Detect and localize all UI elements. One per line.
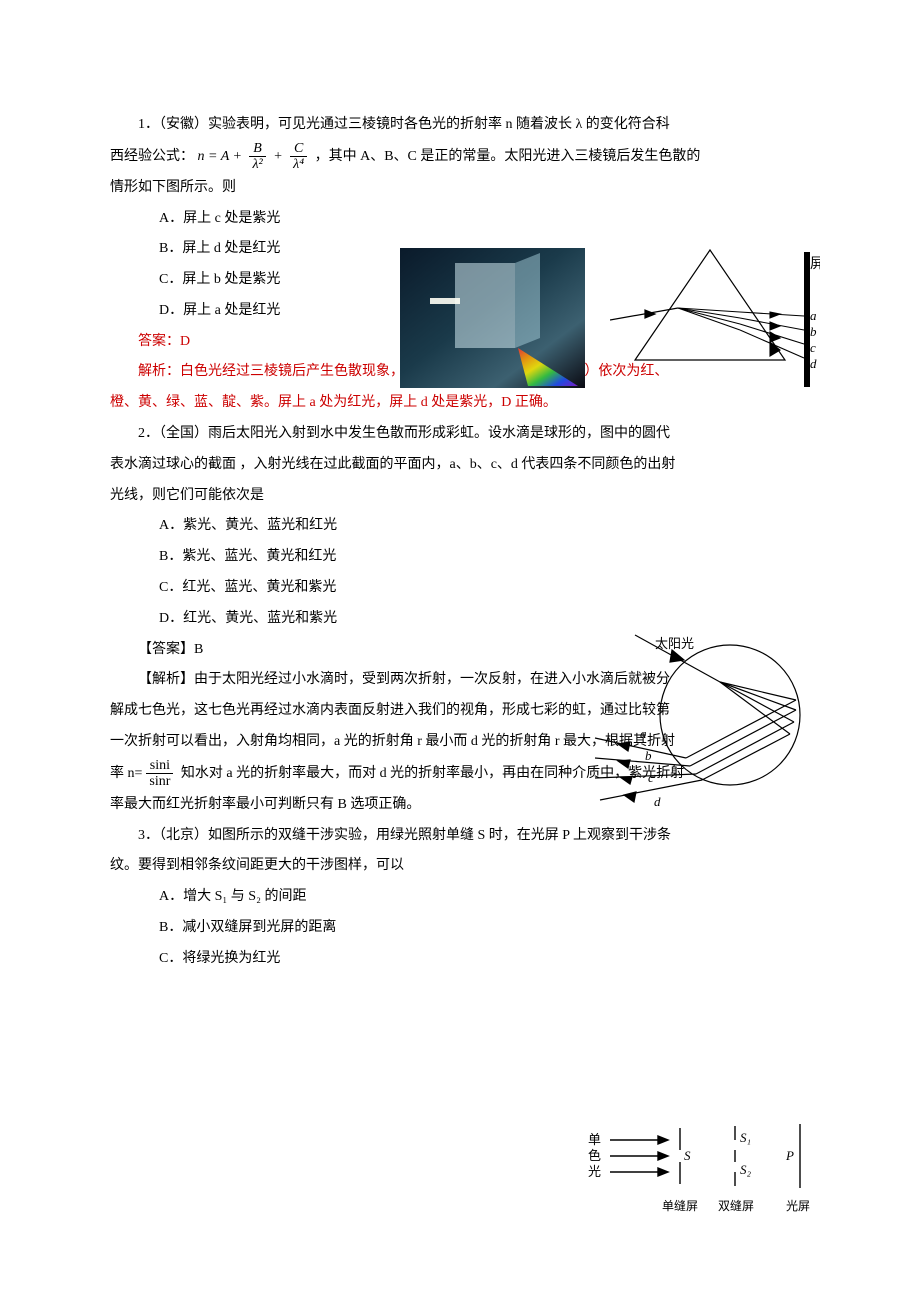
drop-label-b: b [645, 748, 652, 763]
slit-cap1: 单缝屏 [662, 1198, 698, 1213]
prism-label-d: d [810, 356, 817, 371]
q3-intro-b: 纹。要得到相邻条纹间距更大的干涉图样，可以 [110, 851, 810, 882]
q2-frac-den: sinr [146, 773, 173, 789]
slit-P: P [785, 1148, 794, 1163]
q3-optC: C．将绿光换为红光 [110, 944, 810, 975]
slit-S2: S₂ [740, 1162, 752, 1177]
slit-l2: 色 [588, 1148, 601, 1163]
prism-label-c: c [810, 340, 816, 355]
q2-frac-num: sini [146, 758, 173, 773]
q1-frac2-den: λ⁴ [290, 156, 307, 172]
slit-l3: 光 [588, 1164, 601, 1179]
slit-S: S [684, 1148, 691, 1163]
prism-label-b: b [810, 324, 817, 339]
q1-intro-b: 西经验公式： [110, 149, 194, 164]
q2-rate-prefix: 率 n= [110, 766, 142, 781]
q3-intro-a: 3．（北京）如图所示的双缝干涉实验，用绿光照射单缝 S 时，在光屏 P 上观察到… [110, 821, 810, 852]
q1-frac1-num: B [249, 141, 265, 156]
q3-optA: A．增大 S₁ 与 S₂ 的间距 [110, 882, 810, 913]
prism-label-a: a [810, 308, 817, 323]
q2-intro-a: 2．（全国）雨后太阳光入射到水中发生色散而形成彩虹。设水滴是球形的，图中的圆代 [110, 419, 810, 450]
q2-intro-b: 表水滴过球心的截面 ，入射光线在过此截面的平面内，a、b、c、d 代表四条不同颜… [110, 450, 810, 481]
slit-S1: S₁ [740, 1130, 751, 1145]
q1-line1: 1．（安徽）实验表明，可见光通过三棱镜时各色光的折射率 n 随着波长 λ 的变化… [110, 110, 810, 141]
prism-diagram: 屏 a b c [610, 240, 820, 400]
q2-optA: A．紫光、黄光、蓝光和红光 [110, 511, 810, 542]
double-slit-diagram: 单 色 光 S S₁ S₂ P 单缝屏 双缝屏 光屏 [580, 1118, 815, 1228]
q2-intro-c: 光线，则它们可能依次是 [110, 481, 810, 512]
slit-cap2: 双缝屏 [718, 1198, 754, 1213]
prism-screen-label: 屏 [810, 257, 820, 272]
q1-frac2-num: C [290, 141, 307, 156]
q1-formula-prefix: n = A + [198, 149, 246, 164]
q2-optC: C．红光、蓝光、黄光和紫光 [110, 573, 810, 604]
q1-intro-d: 情形如下图所示。则 [110, 173, 810, 204]
q2-frac: sinisinr [146, 758, 173, 790]
slit-cap3: 光屏 [786, 1199, 810, 1213]
q1-frac1: Bλ² [249, 141, 265, 173]
q1-formula-line: 西经验公式： n = A + Bλ² + Cλ⁴ ，其中 A、B、C 是正的常量… [110, 141, 810, 173]
drop-label-c: c [648, 770, 654, 785]
q1-intro-c: ，其中 A、B、C 是正的常量。太阳光进入三棱镜后发生色散的 [315, 149, 701, 164]
q1-frac2: Cλ⁴ [290, 141, 307, 173]
q1-plus: + [270, 149, 286, 164]
q3-optB: B．减小双缝屏到光屏的距离 [110, 913, 810, 944]
drop-diagram: 太阳光 a b c d [590, 630, 810, 820]
drop-label-a: a [640, 726, 647, 741]
prism-photo [400, 248, 585, 388]
q2-optB: B．紫光、蓝光、黄光和红光 [110, 542, 810, 573]
drop-sun-label: 太阳光 [655, 636, 694, 651]
drop-label-d: d [654, 794, 661, 809]
q1-optA: A．屏上 c 处是紫光 [110, 204, 810, 235]
q1-frac1-den: λ² [249, 156, 265, 172]
slit-l1: 单 [588, 1132, 601, 1147]
